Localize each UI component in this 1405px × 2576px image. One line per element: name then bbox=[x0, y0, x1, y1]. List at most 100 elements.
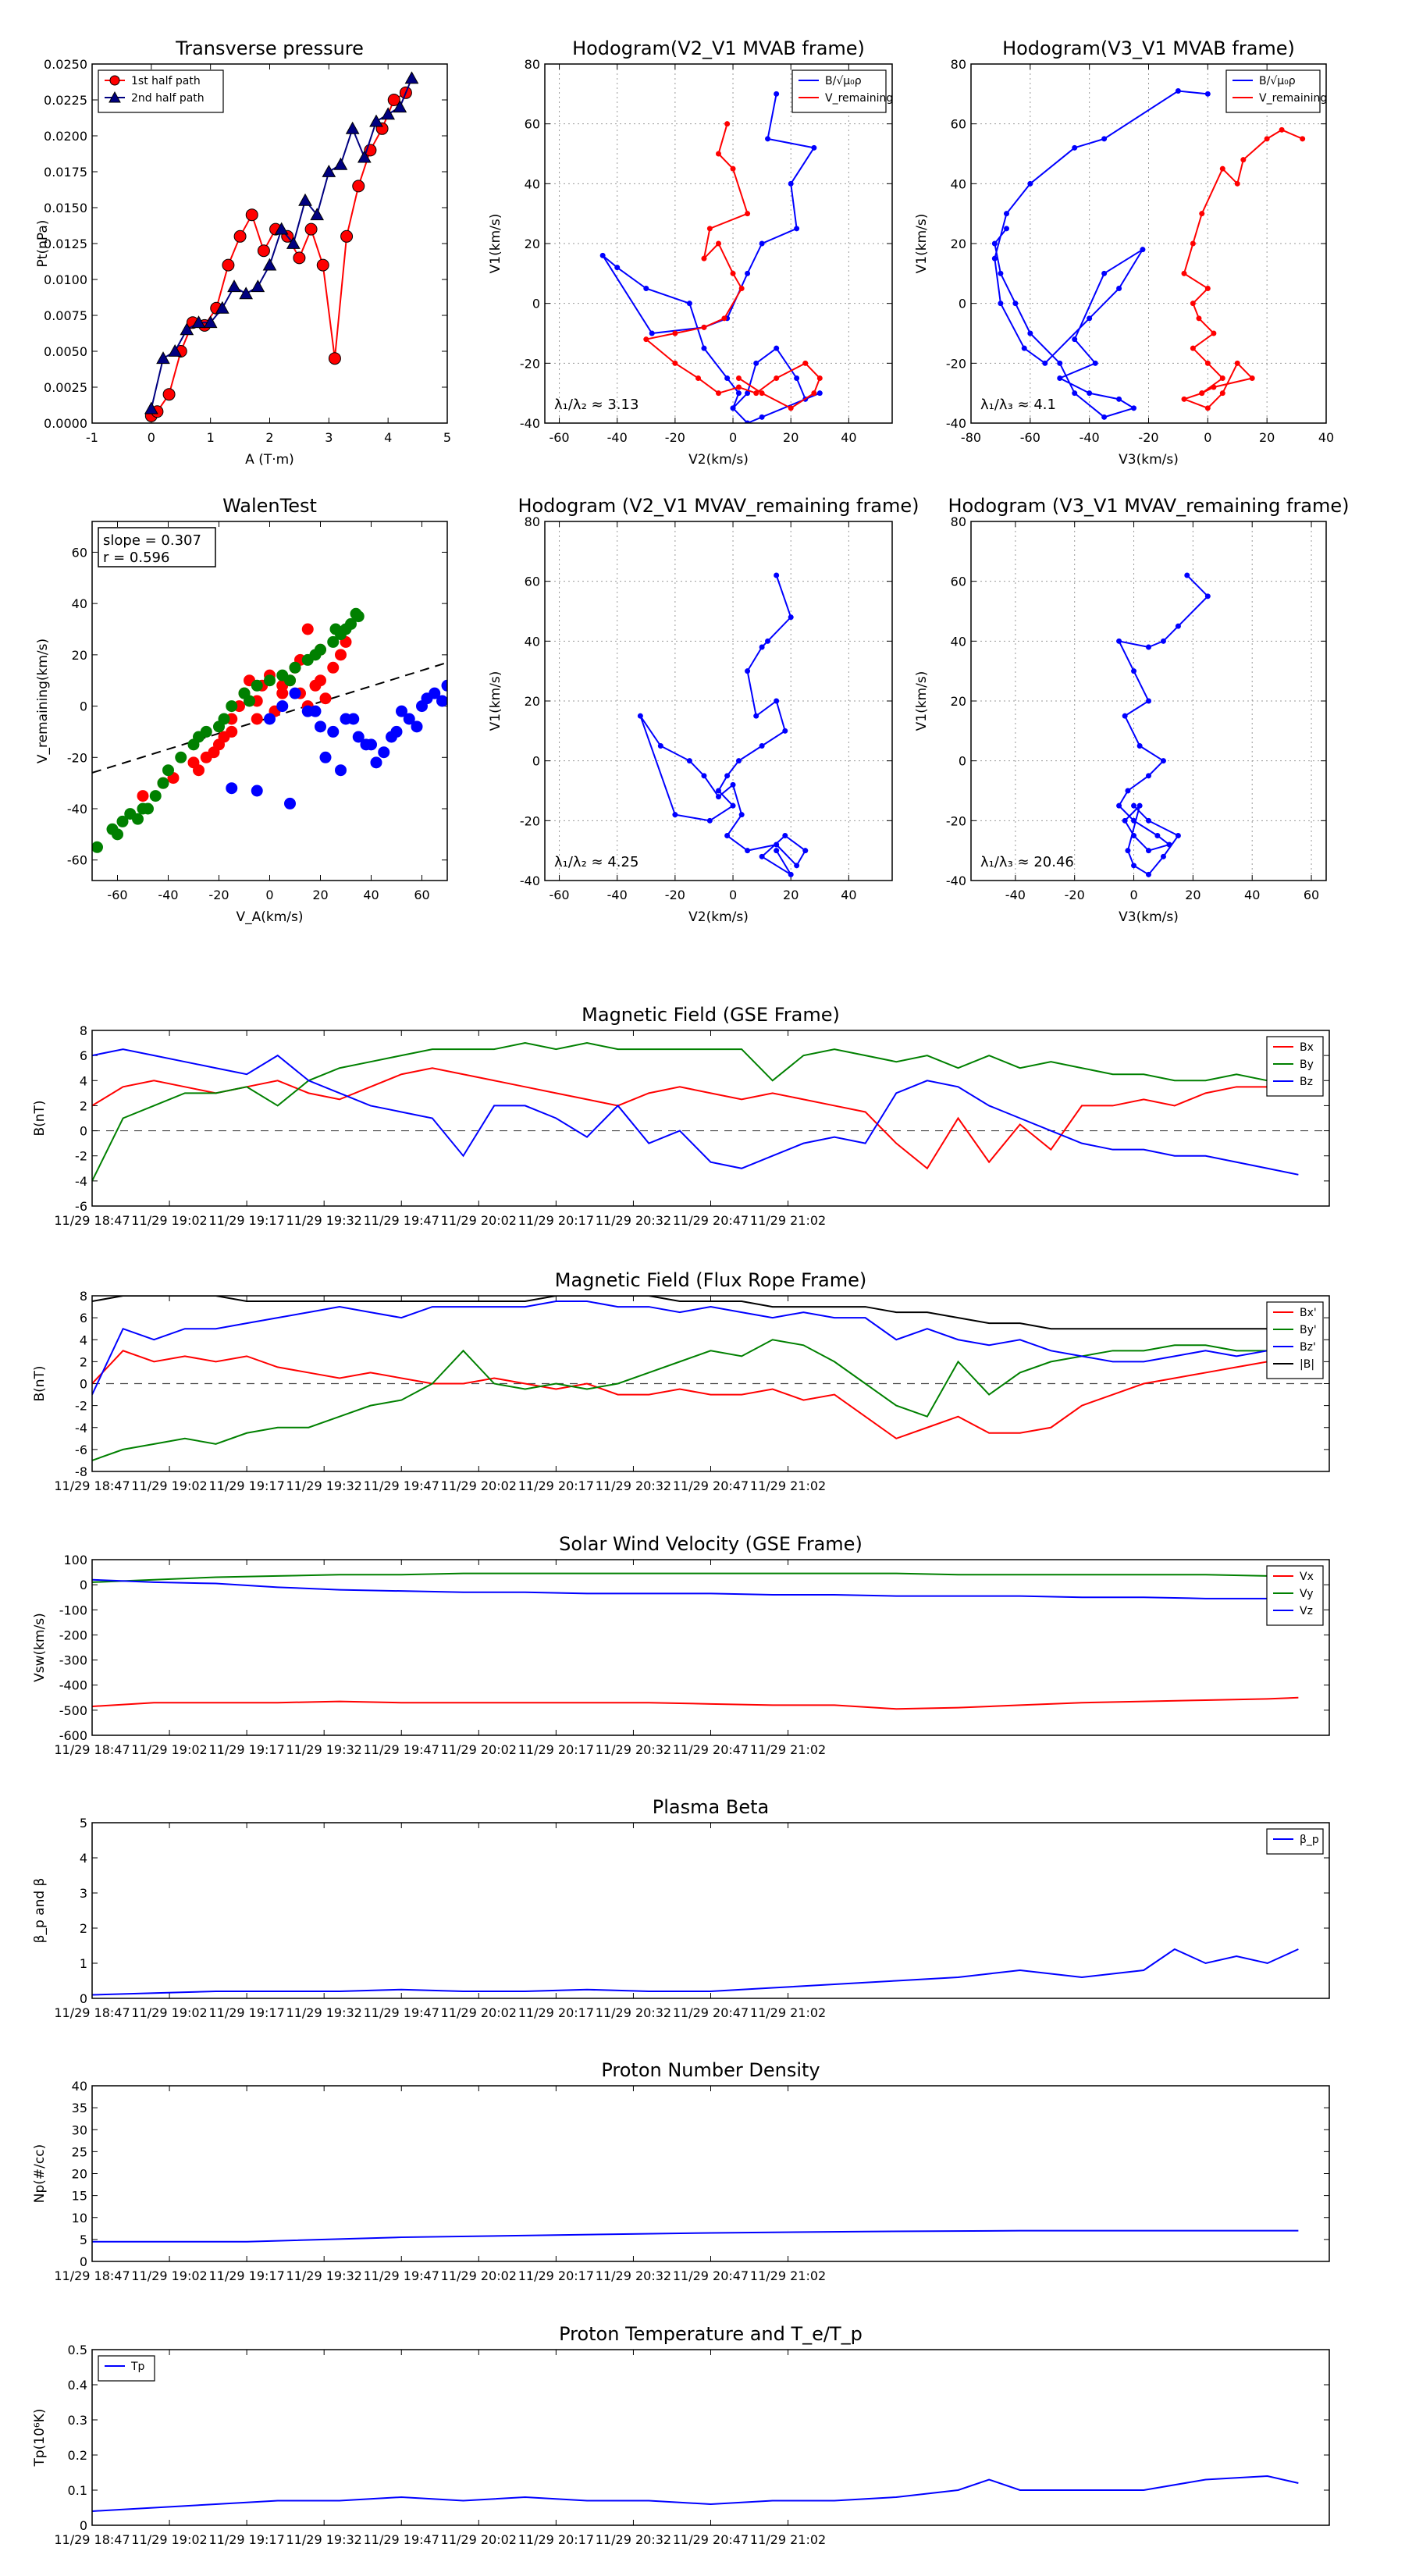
data-point bbox=[345, 617, 357, 630]
series-line-V_remaining bbox=[1182, 129, 1304, 409]
data-point bbox=[724, 375, 731, 381]
data-point bbox=[672, 812, 678, 818]
data-point bbox=[788, 180, 794, 187]
data-point bbox=[816, 375, 823, 381]
plot-area bbox=[92, 2229, 1299, 2243]
data-point bbox=[319, 692, 332, 705]
data-point bbox=[233, 229, 247, 243]
x-tick-label: 11/29 20:02 bbox=[441, 1213, 517, 1228]
data-point bbox=[1131, 668, 1137, 674]
data-point bbox=[745, 211, 751, 217]
series-line-Tp bbox=[92, 2475, 1299, 2512]
data-point bbox=[112, 828, 123, 841]
plot-area bbox=[92, 607, 447, 853]
x-tick-label: 60 bbox=[414, 888, 429, 902]
y-tick-label: 60 bbox=[951, 575, 966, 589]
data-point bbox=[1190, 345, 1196, 351]
y-tick-label: -100 bbox=[59, 1603, 87, 1617]
chart-2: Hodogram(V3_V1 MVAB frame) -40 -20 0 20 40 60 8… bbox=[914, 37, 1334, 468]
x-tick-label: 11/29 21:02 bbox=[750, 2532, 826, 2547]
data-point bbox=[1057, 375, 1063, 381]
y-axis-label: V1(km/s) bbox=[914, 671, 930, 731]
data-point bbox=[378, 746, 390, 759]
data-point bbox=[274, 222, 289, 235]
data-point bbox=[782, 833, 788, 838]
data-point bbox=[386, 731, 397, 743]
x-tick-label: 11/29 20:47 bbox=[673, 1742, 749, 1757]
legend-label: |B| bbox=[1300, 1358, 1314, 1371]
x-tick-label: 11/29 18:47 bbox=[54, 1742, 130, 1757]
data-point bbox=[329, 623, 342, 635]
data-point bbox=[1234, 360, 1240, 366]
data-point bbox=[327, 661, 340, 674]
data-point bbox=[215, 301, 229, 314]
data-point bbox=[142, 802, 154, 815]
data-point bbox=[724, 121, 731, 127]
y-tick-label: 20 bbox=[525, 694, 540, 709]
data-point bbox=[686, 301, 692, 307]
data-point bbox=[162, 764, 174, 777]
x-tick-label: -20 bbox=[665, 888, 685, 902]
data-point bbox=[794, 863, 800, 869]
chart-title: WalenTest bbox=[222, 495, 317, 517]
y-tick-label: 80 bbox=[525, 57, 540, 72]
y-tick-label: -200 bbox=[59, 1628, 87, 1642]
x-tick-label: -1 bbox=[86, 430, 98, 445]
data-point bbox=[724, 773, 731, 779]
x-tick-label: 60 bbox=[1304, 888, 1319, 902]
ratio-annotation: λ₁/λ₂ ≈ 3.13 bbox=[554, 397, 638, 413]
x-tick-label: 11/29 19:47 bbox=[364, 2268, 439, 2283]
y-tick-label: 6 bbox=[80, 1311, 87, 1325]
y-tick-label: 80 bbox=[951, 514, 966, 529]
data-point bbox=[724, 833, 731, 838]
x-tick-label: 11/29 19:02 bbox=[131, 2268, 207, 2283]
y-tick-label: 0 bbox=[532, 297, 540, 311]
y-tick-label: 8 bbox=[80, 1289, 87, 1304]
chart-title: Hodogram(V2_V1 MVAB frame) bbox=[572, 37, 865, 59]
data-point bbox=[157, 777, 169, 789]
x-tick-label: 11/29 19:47 bbox=[364, 2532, 439, 2547]
x-tick-label: 11/29 19:17 bbox=[208, 1213, 284, 1228]
data-point bbox=[436, 695, 447, 707]
data-point bbox=[788, 405, 794, 411]
data-point bbox=[251, 279, 265, 293]
x-tick-label: -40 bbox=[607, 888, 628, 902]
chart-4: Hodogram (V2_V1 MVAV_remaining frame) -40… bbox=[488, 495, 919, 925]
x-tick-label: 11/29 20:17 bbox=[518, 2532, 594, 2547]
series-line-1st half path bbox=[151, 91, 407, 417]
data-point bbox=[381, 107, 396, 120]
x-tick-label: 11/29 21:02 bbox=[750, 2268, 826, 2283]
x-tick-label: 11/29 20:32 bbox=[596, 1742, 671, 1757]
y-axis-label: B(nT) bbox=[32, 1100, 48, 1136]
data-point bbox=[759, 414, 765, 420]
data-point bbox=[738, 812, 745, 818]
y-tick-label: 2 bbox=[80, 1921, 87, 1936]
y-tick-label: 8 bbox=[80, 1023, 87, 1038]
data-point bbox=[998, 301, 1004, 307]
data-point bbox=[403, 713, 415, 725]
data-point bbox=[1166, 841, 1172, 848]
data-point bbox=[251, 679, 263, 692]
data-point bbox=[765, 638, 771, 644]
y-tick-label: 25 bbox=[72, 2144, 87, 2159]
data-point bbox=[284, 797, 296, 809]
y-tick-label: 20 bbox=[951, 237, 966, 251]
plot-area bbox=[599, 91, 823, 423]
data-point bbox=[643, 336, 649, 343]
data-point bbox=[264, 674, 276, 687]
x-tick-label: 11/29 19:02 bbox=[131, 1742, 207, 1757]
data-point bbox=[360, 738, 372, 751]
y-tick-label: 60 bbox=[525, 575, 540, 589]
x-tick-label: 0 bbox=[729, 888, 737, 902]
data-point bbox=[753, 713, 759, 719]
data-point bbox=[1240, 157, 1247, 163]
data-point bbox=[1300, 136, 1306, 142]
chart-7: Magnetic Field (Flux Rope Frame) -8 -6 -4 -2… bbox=[32, 1269, 1330, 1493]
x-tick-label: 11/29 20:02 bbox=[441, 2005, 517, 2020]
series-line-2nd half path bbox=[150, 78, 413, 409]
x-tick-label: 11/29 20:02 bbox=[441, 2532, 517, 2547]
y-tick-label: 30 bbox=[72, 2122, 87, 2137]
data-point bbox=[1101, 270, 1108, 276]
legend-label: By bbox=[1300, 1059, 1314, 1071]
